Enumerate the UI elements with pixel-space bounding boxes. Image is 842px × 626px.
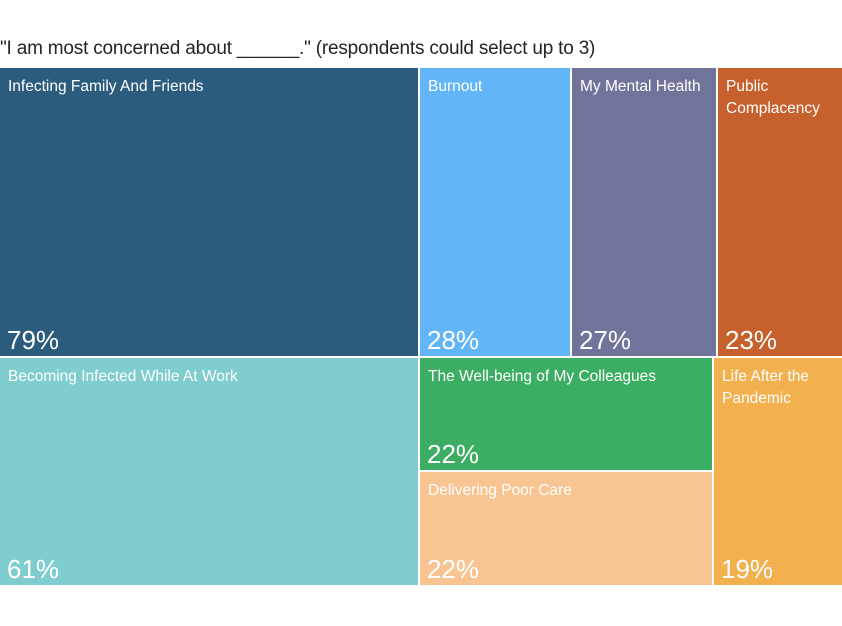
treemap-cell-my-mental-health[interactable]: My Mental Health 27% [572, 68, 716, 356]
cell-value-label: 61% [7, 554, 60, 584]
cell-category-label: Delivering Poor Care [428, 482, 572, 499]
treemap-cell-infecting-family-and-friends[interactable]: Infecting Family And Friends 79% [0, 68, 418, 356]
treemap-cell-life-after-the-pandemic[interactable]: Life After the Pandemic 19% [714, 358, 842, 585]
cell-value-label: 22% [427, 439, 480, 469]
cell-category-label: Public Complacency [726, 78, 820, 117]
cell-value-label: 19% [721, 554, 774, 584]
cell-category-label: Life After the Pandemic [722, 368, 810, 407]
cell-value-label: 79% [7, 325, 60, 355]
cell-category-label: My Mental Health [580, 78, 701, 95]
treemap-cell-public-complacency[interactable]: Public Complacency 23% [718, 68, 842, 356]
cell-value-label: 23% [725, 325, 778, 355]
chart-title: "I am most concerned about ______." (res… [0, 38, 596, 59]
cell-value-label: 28% [427, 325, 480, 355]
cell-category-label: Becoming Infected While At Work [8, 368, 238, 385]
cell-category-label: The Well-being of My Colleagues [428, 368, 657, 385]
cell-value-label: 27% [579, 325, 632, 355]
cell-category-label: Infecting Family And Friends [8, 78, 204, 95]
treemap-cell-becoming-infected-while-at-work[interactable]: Becoming Infected While At Work 61% [0, 358, 418, 585]
treemap-cell-delivering-poor-care[interactable]: Delivering Poor Care 22% [420, 472, 712, 585]
treemap-cell-wellbeing-of-my-colleagues[interactable]: The Well-being of My Colleagues 22% [420, 358, 712, 470]
cell-value-label: 22% [427, 554, 480, 584]
treemap-cell-burnout[interactable]: Burnout 28% [420, 68, 570, 356]
cell-category-label: Burnout [428, 78, 483, 95]
